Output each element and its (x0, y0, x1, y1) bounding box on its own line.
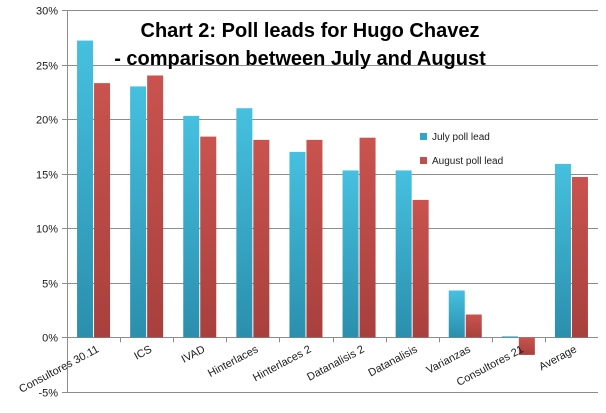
legend: July poll lead August poll lead (420, 132, 503, 167)
x-category-label: ICS (132, 343, 154, 362)
y-tick-label: 0% (42, 333, 58, 345)
y-tick-label: 20% (36, 115, 58, 127)
chart-title-line-2: - comparison between July and August (114, 48, 486, 70)
bar-august (253, 139, 270, 338)
bar-july (77, 40, 94, 338)
x-category-label: Hinterlaces 2 (251, 343, 313, 384)
x-category-label: Consultores 30.11 (17, 343, 101, 395)
bar-august (571, 176, 588, 338)
legend-label-august: August poll lead (432, 156, 503, 167)
y-tick-label: 5% (42, 279, 58, 291)
x-category-label: Average (537, 343, 579, 373)
x-category-label: Datanalisis 2 (305, 343, 366, 383)
bar-august (94, 83, 111, 338)
bar-august (200, 136, 217, 338)
y-tick-label: 25% (36, 61, 58, 73)
axes (62, 10, 598, 393)
bar-august (147, 75, 164, 338)
bar-august (359, 137, 376, 338)
bar-july (342, 170, 359, 338)
category-labels: Consultores 30.11 ICS IVADHinterlacesHinte… (17, 343, 579, 395)
chart-title: Chart 2: Poll leads for Hugo Chavez - co… (114, 20, 486, 70)
x-category-label: IVAD (180, 343, 208, 365)
legend-swatch-july (420, 133, 427, 140)
bar-august (465, 314, 482, 338)
tick-labels: -5% 0% 5% 10% 15% 20% 25% 30% (36, 6, 58, 400)
bar-july (183, 115, 200, 338)
bar-july (501, 336, 518, 338)
bar-july (130, 86, 147, 338)
bar-july (289, 151, 306, 338)
bar-july (554, 163, 571, 338)
bars (77, 40, 588, 355)
bar-august (412, 199, 429, 338)
legend-swatch-august (420, 157, 427, 164)
bar-august (306, 139, 323, 338)
x-category-label: Datanalisis (366, 343, 420, 379)
y-tick-label: 15% (36, 170, 58, 182)
y-tick-label: 30% (36, 6, 58, 18)
legend-label-july: July poll lead (432, 132, 490, 143)
y-tick-label: 10% (36, 224, 58, 236)
bar-july (236, 108, 253, 338)
y-tick-label: -5% (38, 388, 58, 400)
bar-july (395, 170, 412, 338)
chart-title-line-1: Chart 2: Poll leads for Hugo Chavez (141, 20, 480, 42)
bar-august (518, 337, 535, 355)
bar-july (448, 290, 465, 338)
